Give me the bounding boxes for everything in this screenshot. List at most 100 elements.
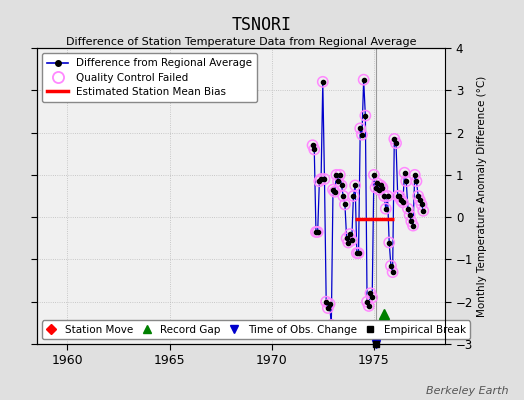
Point: [409, 222, 417, 229]
Point: [390, 136, 398, 142]
Point: [394, 193, 402, 199]
Point: [404, 206, 412, 212]
Point: [322, 298, 331, 305]
Point: [412, 178, 421, 184]
Point: [387, 262, 395, 269]
Point: [317, 176, 325, 182]
Point: [343, 235, 351, 242]
Point: [320, 176, 329, 182]
Point: [354, 250, 363, 256]
Point: [349, 193, 357, 199]
Point: [325, 301, 334, 307]
Point: [310, 146, 319, 153]
Point: [358, 132, 366, 138]
Point: [347, 237, 356, 244]
Point: [353, 250, 361, 256]
Point: [412, 178, 421, 184]
Point: [392, 140, 400, 146]
Point: [351, 182, 359, 189]
Point: [317, 176, 325, 182]
Point: [347, 237, 356, 244]
Point: [402, 178, 410, 184]
Point: [368, 294, 376, 301]
Point: [325, 301, 334, 307]
Point: [410, 172, 419, 178]
Point: [344, 239, 353, 246]
Point: [372, 184, 380, 191]
Point: [376, 182, 385, 189]
Point: [395, 193, 403, 199]
Point: [378, 184, 387, 191]
Point: [392, 140, 400, 146]
Point: [387, 262, 395, 269]
Point: [308, 142, 316, 148]
Point: [373, 180, 381, 186]
Point: [315, 178, 323, 184]
Y-axis label: Monthly Temperature Anomaly Difference (°C): Monthly Temperature Anomaly Difference (…: [477, 75, 487, 317]
Point: [388, 269, 397, 275]
Point: [400, 170, 409, 176]
Point: [380, 193, 388, 199]
Point: [407, 218, 416, 224]
Point: [399, 199, 407, 206]
Point: [397, 197, 405, 204]
Point: [385, 239, 394, 246]
Point: [359, 76, 368, 83]
Point: [354, 250, 363, 256]
Point: [322, 298, 331, 305]
Point: [404, 206, 412, 212]
Point: [346, 231, 354, 237]
Point: [416, 197, 424, 204]
Point: [419, 208, 428, 214]
Point: [369, 172, 378, 178]
Point: [375, 186, 383, 193]
Point: [366, 290, 375, 296]
Point: [363, 298, 372, 305]
Point: [388, 269, 397, 275]
Point: [365, 303, 373, 309]
Point: [332, 172, 341, 178]
Point: [335, 172, 344, 178]
Point: [343, 235, 351, 242]
Point: [375, 186, 383, 193]
Point: [356, 125, 364, 132]
Point: [376, 182, 385, 189]
Point: [319, 79, 327, 85]
Point: [351, 182, 359, 189]
Point: [409, 222, 417, 229]
Point: [361, 112, 369, 119]
Point: [417, 201, 425, 208]
Point: [320, 176, 329, 182]
Point: [341, 201, 349, 208]
Point: [368, 294, 376, 301]
Point: [335, 172, 344, 178]
Point: [313, 229, 322, 235]
Point: [402, 178, 410, 184]
Text: Berkeley Earth: Berkeley Earth: [426, 386, 508, 396]
Point: [381, 206, 390, 212]
Point: [313, 229, 322, 235]
Point: [334, 178, 342, 184]
Point: [384, 193, 392, 199]
Point: [397, 197, 405, 204]
Point: [329, 186, 337, 193]
Point: [312, 229, 320, 235]
Point: [417, 201, 425, 208]
Point: [324, 305, 332, 311]
Point: [310, 146, 319, 153]
Point: [414, 193, 422, 199]
Point: [327, 322, 335, 328]
Point: [363, 298, 372, 305]
Point: [339, 193, 347, 199]
Point: [416, 197, 424, 204]
Point: [369, 172, 378, 178]
Point: [337, 182, 346, 189]
Point: [399, 199, 407, 206]
Point: [378, 184, 387, 191]
Point: [349, 193, 357, 199]
Point: [329, 186, 337, 193]
Point: [384, 193, 392, 199]
Point: [331, 188, 339, 195]
Point: [332, 172, 341, 178]
Point: [385, 239, 394, 246]
